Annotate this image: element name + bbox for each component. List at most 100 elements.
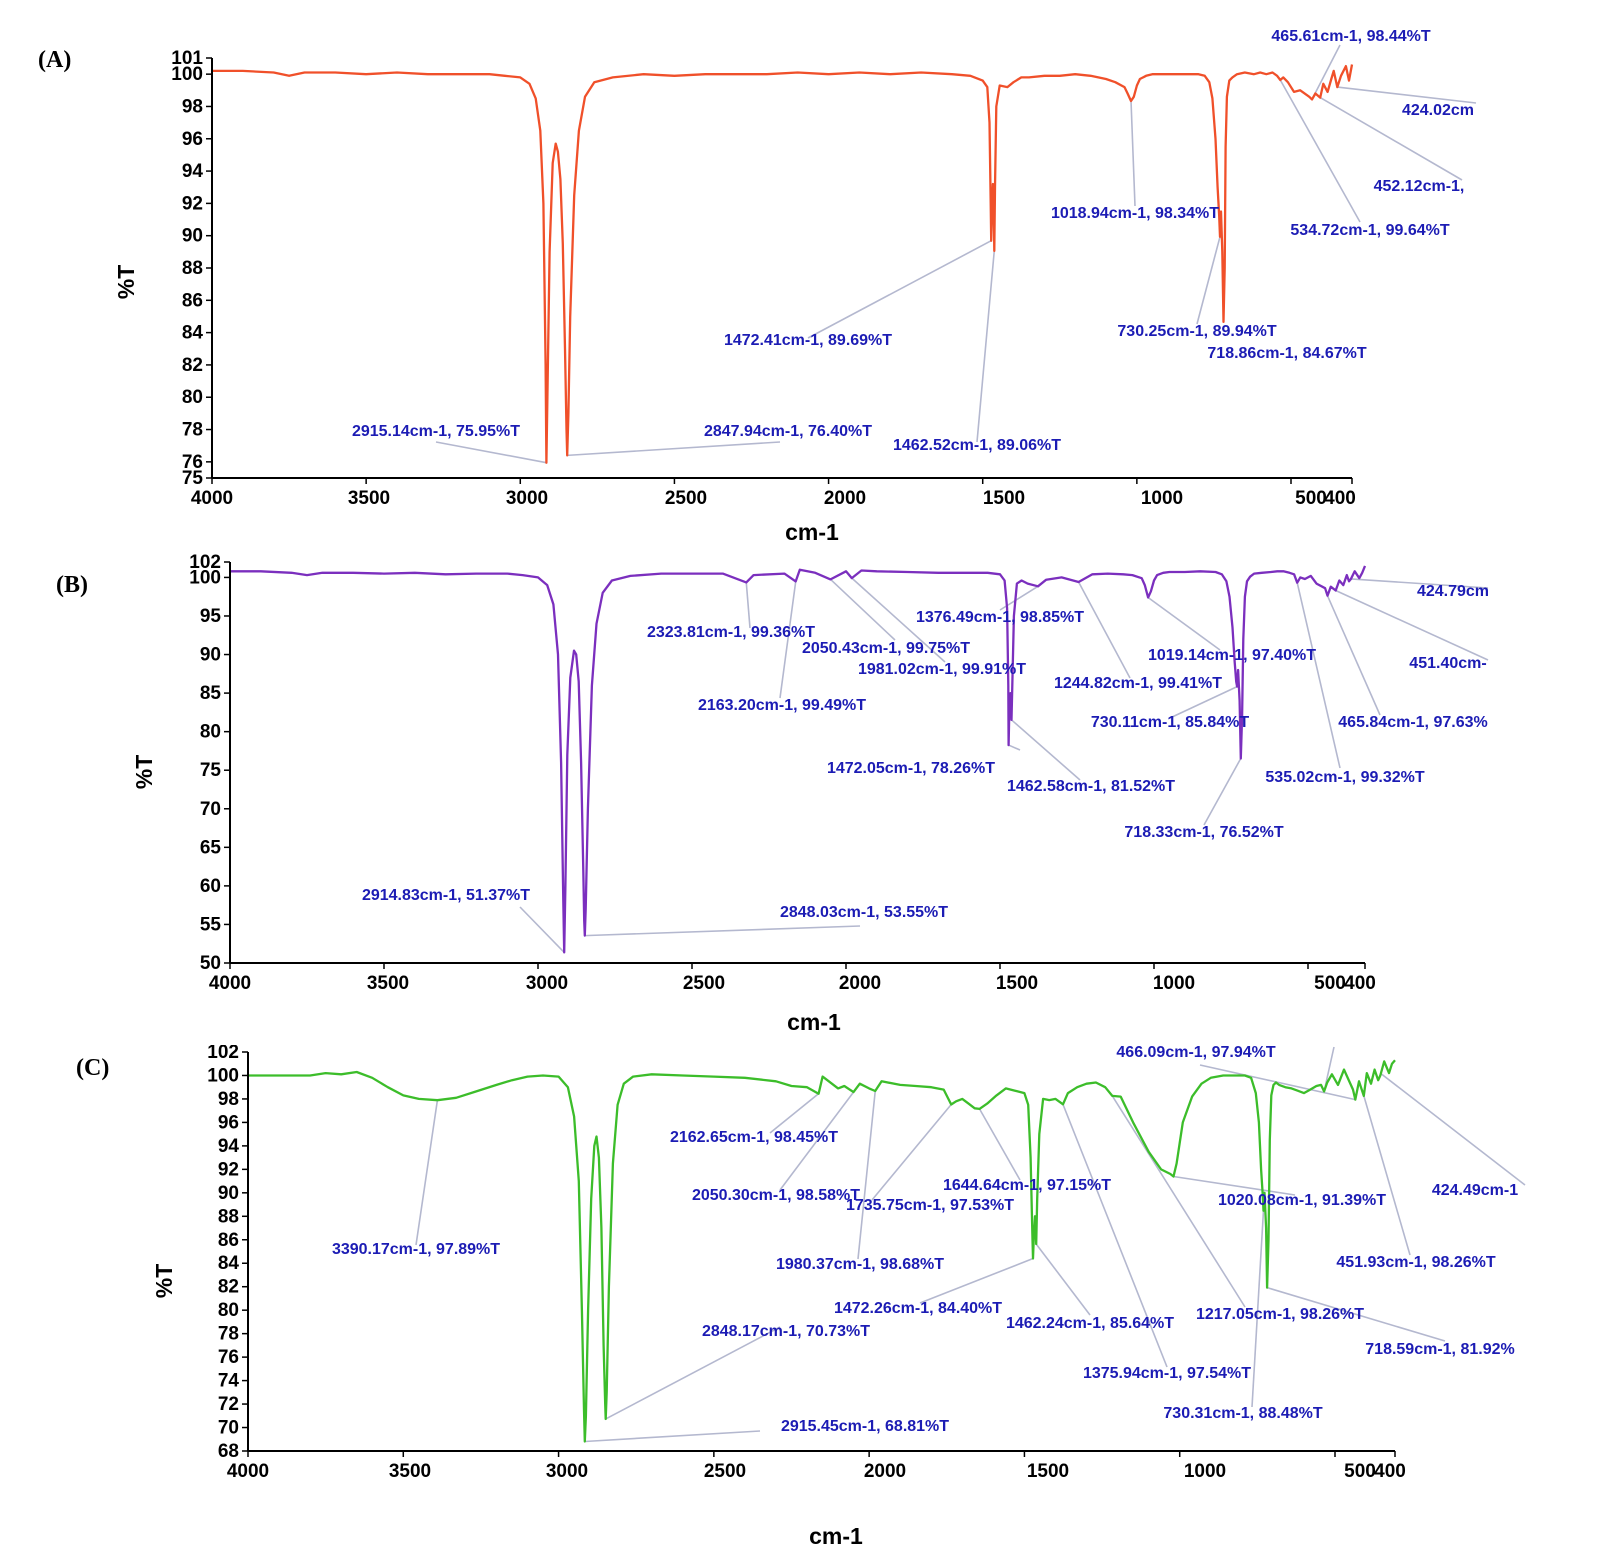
peak-leader-line — [1010, 719, 1081, 781]
peak-label: 2848.17cm-1, 70.73%T — [702, 1323, 870, 1340]
y-axis-title: %T — [151, 1264, 177, 1299]
x-tick-label: 3000 — [506, 488, 548, 509]
y-tick-label: 100 — [171, 64, 203, 85]
x-tick-label: 1000 — [1141, 488, 1183, 509]
x-tick-label: 4000 — [227, 1461, 269, 1482]
peak-leader-line — [1296, 582, 1341, 769]
panel-label: (A) — [38, 47, 71, 73]
peak-leader-line — [605, 1326, 781, 1420]
y-tick-label: 95 — [200, 606, 222, 627]
peak-label: 2914.83cm-1, 51.37%T — [362, 887, 530, 904]
x-tick-label: 500 — [1314, 973, 1346, 994]
x-tick-label: 1000 — [1153, 973, 1195, 994]
peak-leader-line — [1169, 685, 1238, 719]
peak-leader-line — [1311, 44, 1341, 100]
peak-label: 2848.03cm-1, 53.55%T — [780, 904, 948, 921]
y-tick-label: 70 — [218, 1418, 239, 1439]
peak-label: 452.12cm-1, — [1374, 178, 1465, 195]
peak-label: 2323.81cm-1, 99.36%T — [647, 624, 815, 641]
y-tick-label: 94 — [182, 161, 204, 182]
x-tick-label: 1500 — [983, 488, 1025, 509]
peak-label: 1472.26cm-1, 84.40%T — [834, 1300, 1002, 1317]
peak-leader-line — [1326, 595, 1381, 716]
peak-label: 718.86cm-1, 84.67%T — [1207, 345, 1366, 362]
x-tick-label: 4000 — [191, 488, 233, 509]
x-tick-label: 3500 — [348, 488, 390, 509]
spectrum-panel-a: (A) 75 76 78 80 82 84 86 88 90 92 94 96 98 100 101 400… — [0, 0, 1598, 540]
y-tick-label: 98 — [218, 1089, 239, 1110]
peak-label: 730.25cm-1, 89.94%T — [1117, 323, 1276, 340]
x-tick-label: 2000 — [864, 1461, 906, 1482]
x-tick-label: 2500 — [683, 973, 725, 994]
peak-leader-line — [769, 1093, 820, 1134]
peak-leader-line — [978, 1108, 1021, 1181]
peak-leader-line — [919, 1257, 1034, 1304]
y-tick-label: 92 — [218, 1159, 239, 1180]
y-tick-label: 76 — [182, 452, 203, 473]
y-tick-label: 80 — [182, 387, 203, 408]
peak-label: 2050.43cm-1, 99.75%T — [802, 640, 970, 657]
panel-label: (C) — [76, 1055, 109, 1081]
peak-leader-line — [1147, 596, 1221, 651]
x-tick-label: 3500 — [367, 973, 409, 994]
x-tick-label: 2500 — [704, 1461, 746, 1482]
peak-label: 1020.08cm-1, 91.39%T — [1218, 1192, 1386, 1209]
y-tick-label: 100 — [189, 567, 221, 588]
annotation-leaders — [435, 44, 1477, 464]
peak-label: 2163.20cm-1, 99.49%T — [698, 697, 866, 714]
peak-label: 1217.05cm-1, 98.26%T — [1196, 1306, 1364, 1323]
peak-label: 1376.49cm-1, 98.85%T — [916, 609, 1084, 626]
peak-leader-line — [519, 906, 565, 953]
y-tick-label: 75 — [200, 760, 222, 781]
y-axis-title: %T — [131, 755, 157, 790]
peak-label: 730.31cm-1, 88.48%T — [1163, 1405, 1322, 1422]
peak-leader-line — [567, 441, 781, 457]
peak-leader-line — [745, 582, 751, 629]
x-axis-title: cm-1 — [787, 1009, 841, 1035]
peak-leader-line — [1130, 100, 1136, 207]
peak-leader-line — [1251, 1210, 1265, 1408]
y-axis-title: %T — [113, 265, 139, 300]
peak-leader-line — [871, 1103, 952, 1201]
y-tick-label: 90 — [182, 226, 203, 247]
peak-leader-line — [1319, 96, 1463, 181]
axes-frame — [229, 562, 1365, 964]
y-tick-label: 90 — [218, 1183, 239, 1204]
x-tick-label: 500 — [1344, 1461, 1376, 1482]
peak-leader-line — [779, 581, 797, 699]
peak-label: 451.40cm- — [1409, 655, 1486, 672]
x-tick-label: 2500 — [665, 488, 707, 509]
peak-leader-line — [415, 1100, 439, 1246]
x-tick-label: 1500 — [996, 973, 1038, 994]
y-tick-label: 102 — [207, 1045, 239, 1063]
peak-leader-line — [1266, 1286, 1446, 1342]
peak-label: 1981.02cm-1, 99.91%T — [858, 661, 1026, 678]
peak-label: 1375.94cm-1, 97.54%T — [1083, 1365, 1251, 1382]
annotation-leaders — [415, 1046, 1526, 1443]
peak-leader-line — [1379, 1072, 1526, 1186]
peak-label: 1472.05cm-1, 78.26%T — [827, 760, 995, 777]
y-tick-label: 94 — [218, 1136, 240, 1157]
y-tick-label: 86 — [218, 1230, 239, 1251]
peak-label: 3390.17cm-1, 97.89%T — [332, 1241, 500, 1258]
peak-leader-line — [1062, 1104, 1168, 1368]
x-tick-label: 2000 — [839, 973, 881, 994]
peak-label: 2162.65cm-1, 98.45%T — [670, 1129, 838, 1146]
peak-leader-line — [1203, 758, 1242, 826]
y-tick-label: 98 — [182, 96, 203, 117]
y-tick-label: 74 — [218, 1371, 240, 1392]
x-axis-title: cm-1 — [785, 519, 839, 540]
peak-leader-line — [1337, 86, 1477, 104]
axes-frame — [247, 1052, 1395, 1452]
peak-label: 1980.37cm-1, 98.68%T — [776, 1256, 944, 1273]
peak-label: 1462.24cm-1, 85.64%T — [1006, 1315, 1174, 1332]
peak-label: 465.61cm-1, 98.44%T — [1271, 28, 1430, 45]
peak-annotations: 3390.17cm-1, 97.89%T 2915.45cm-1, 68.81%T… — [332, 1045, 1518, 1435]
peak-label: 1644.64cm-1, 97.15%T — [943, 1177, 1111, 1194]
x-tick-label: 4000 — [209, 973, 251, 994]
